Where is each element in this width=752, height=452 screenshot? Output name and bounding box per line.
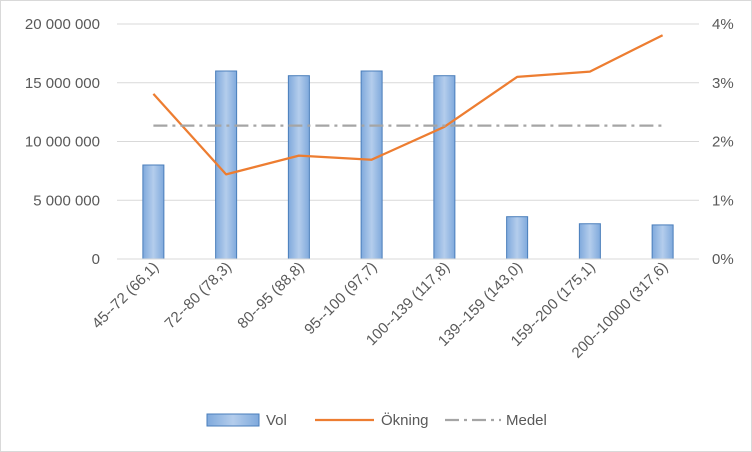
- bar-vol: [578, 223, 601, 260]
- series-lines: [152, 34, 664, 176]
- x-tick-label: 95--100 (97,7): [301, 259, 380, 338]
- legend-label-vol: Vol: [266, 412, 287, 429]
- x-tick-label: 80--95 (88,8): [234, 259, 307, 332]
- bar-vol: [651, 224, 674, 260]
- y-tick-label: 10 000 000: [25, 134, 100, 151]
- gridlines: [117, 23, 699, 201]
- legend-label-medel: Medel: [506, 412, 547, 429]
- legend-swatch-vol: [206, 413, 260, 427]
- y-tick-label: 0: [92, 251, 100, 268]
- legend-label-okning: Ökning: [381, 411, 429, 429]
- bar-vol: [360, 70, 383, 260]
- y2-tick-label: 3%: [712, 75, 734, 92]
- y2-tick-label: 4%: [712, 16, 734, 33]
- line-okning: [152, 34, 664, 176]
- y2-tick-label: 2%: [712, 134, 734, 151]
- bar-vol: [506, 216, 529, 260]
- bar-vol: [433, 75, 456, 260]
- legend: Vol Ökning Medel: [206, 411, 547, 429]
- bar-vol: [287, 75, 310, 260]
- y-tick-label: 15 000 000: [25, 75, 100, 92]
- y2-tick-label: 0%: [712, 251, 734, 268]
- y2-tick-label: 1%: [712, 192, 734, 209]
- bar-vol: [142, 164, 165, 260]
- vol-bars: [142, 70, 674, 260]
- x-tick-label: 72--80 (78,3): [162, 259, 235, 332]
- y-tick-label: 5 000 000: [33, 192, 100, 209]
- y-tick-label: 20 000 000: [25, 16, 100, 33]
- x-tick-label: 45--72 (66,1): [89, 259, 162, 332]
